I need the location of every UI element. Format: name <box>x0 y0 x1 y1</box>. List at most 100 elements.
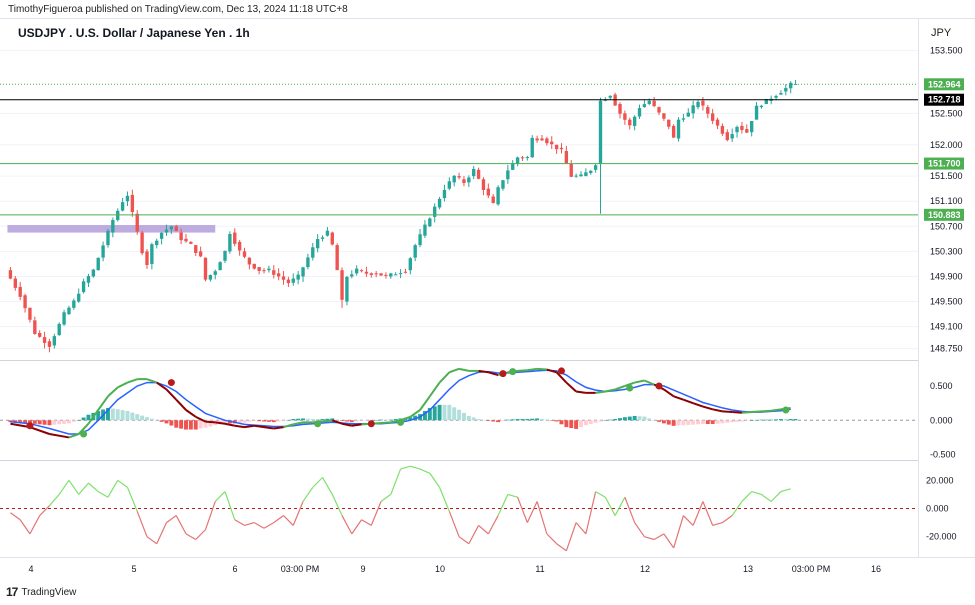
macd-line-segment <box>555 371 568 384</box>
macd-histogram-bar <box>52 420 57 425</box>
oscillator-line-segment <box>682 515 694 526</box>
macd-line-segment <box>156 381 168 391</box>
macd-line-segment <box>614 385 626 391</box>
oscillator-line-segment <box>546 533 558 545</box>
oscillator-line-segment <box>117 479 128 488</box>
price-tick-label: 151.500 <box>930 171 963 181</box>
price-level-badge <box>924 78 964 91</box>
macd-tick-label: 0.500 <box>930 381 953 391</box>
macd-line-segment <box>517 369 528 372</box>
candle-body <box>291 278 295 283</box>
candle-body <box>701 100 705 106</box>
candle-body <box>569 163 573 177</box>
macd-histogram-bar <box>471 417 476 421</box>
oscillator-line-segment <box>390 468 402 495</box>
macd-line-segment <box>663 388 675 398</box>
candle-body <box>525 157 530 159</box>
candle-body <box>437 198 442 208</box>
oscillator-line-segment <box>322 477 333 495</box>
tradingview-logo-icon: 17 <box>6 585 18 599</box>
tradingview-logo[interactable]: 17 TradingView <box>6 585 76 599</box>
candle-body <box>379 273 383 276</box>
candle-body <box>57 323 61 336</box>
macd-line-segment <box>624 381 635 387</box>
candle-body <box>194 245 198 253</box>
macd-histogram-bar <box>540 419 544 421</box>
macd-histogram-bar <box>661 420 666 424</box>
macd-histogram-bar <box>725 420 730 423</box>
candle-body <box>515 157 520 164</box>
price-level-label: 152.718 <box>928 95 961 105</box>
oscillator-line-segment <box>214 491 226 502</box>
candle-body <box>715 119 720 126</box>
candle-body <box>257 267 261 271</box>
oscillator-line-segment <box>595 491 606 498</box>
candle-body <box>42 337 47 343</box>
oscillator-line-segment <box>39 505 50 516</box>
oscillator-line-segment <box>410 465 421 470</box>
oscillator-line-segment <box>419 468 431 474</box>
candle-body <box>233 232 237 244</box>
macd-histogram-bar <box>27 420 32 424</box>
macd-histogram-bar <box>344 420 349 422</box>
macd-histogram-bar <box>208 420 213 427</box>
macd-line-segment <box>712 408 723 413</box>
macd-line-segment <box>68 433 80 439</box>
macd-line-segment <box>771 408 782 412</box>
macd-histogram-bar <box>242 420 247 423</box>
macd-histogram-bar <box>574 420 579 429</box>
candle-body <box>628 119 632 126</box>
candle-body <box>359 270 364 272</box>
candle-body <box>125 195 130 202</box>
macd-histogram-bar <box>793 419 798 421</box>
candle-body <box>350 274 354 277</box>
candle-body <box>72 300 76 308</box>
candle-body <box>81 281 86 293</box>
macd-histogram-bar <box>783 419 788 421</box>
macd-line-segment <box>634 379 645 384</box>
symbol-title: USDJPY . U.S. Dollar / Japanese Yen . 1h <box>18 26 250 40</box>
oscillator-line-segment <box>448 511 460 537</box>
macd-histogram-bar <box>608 419 613 421</box>
oscillator-line-segment <box>585 491 597 534</box>
macd-line-segment <box>224 422 235 427</box>
macd-line-segment <box>702 405 713 411</box>
macd-line-segment <box>263 426 274 430</box>
macd-histogram-bar <box>184 420 188 430</box>
macd-line-segment <box>595 390 606 394</box>
candle-body <box>18 286 22 297</box>
macd-histogram-bar <box>432 406 437 421</box>
candle-body <box>647 100 651 104</box>
macd-tick-label: 0.000 <box>930 415 953 425</box>
macd-histogram-bar <box>501 420 505 421</box>
oscillator-line-segment <box>692 501 704 526</box>
candle-body <box>491 196 495 203</box>
candle-body <box>710 113 715 121</box>
candle-body <box>218 262 222 271</box>
candle-body <box>550 141 554 145</box>
macd-histogram-bar <box>257 420 262 422</box>
oscillator-line-segment <box>604 496 616 516</box>
macd-histogram-bar <box>686 420 691 425</box>
macd-histogram-bar <box>764 419 769 421</box>
macd-histogram-bar <box>452 407 457 421</box>
candle-body <box>623 113 627 120</box>
macd-histogram-bar <box>671 420 676 426</box>
candle-body <box>101 245 105 258</box>
macd-histogram-bar <box>788 419 793 421</box>
macd-line-segment <box>458 367 470 372</box>
macd-histogram-bar <box>769 419 774 421</box>
candle-body <box>208 274 213 280</box>
macd-line-segment <box>575 390 587 394</box>
candle-body <box>789 82 793 89</box>
oscillator-line-segment <box>273 515 284 524</box>
time-axis-label: 16 <box>871 564 881 574</box>
macd-histogram-bar <box>305 418 310 421</box>
candle-body <box>652 100 656 107</box>
pane-separator-2 <box>0 460 918 461</box>
oscillator-line-segment <box>634 522 645 538</box>
macd-histogram-bar <box>564 420 569 428</box>
macd-histogram-bar <box>320 419 325 421</box>
macd-histogram-bar <box>135 414 140 421</box>
